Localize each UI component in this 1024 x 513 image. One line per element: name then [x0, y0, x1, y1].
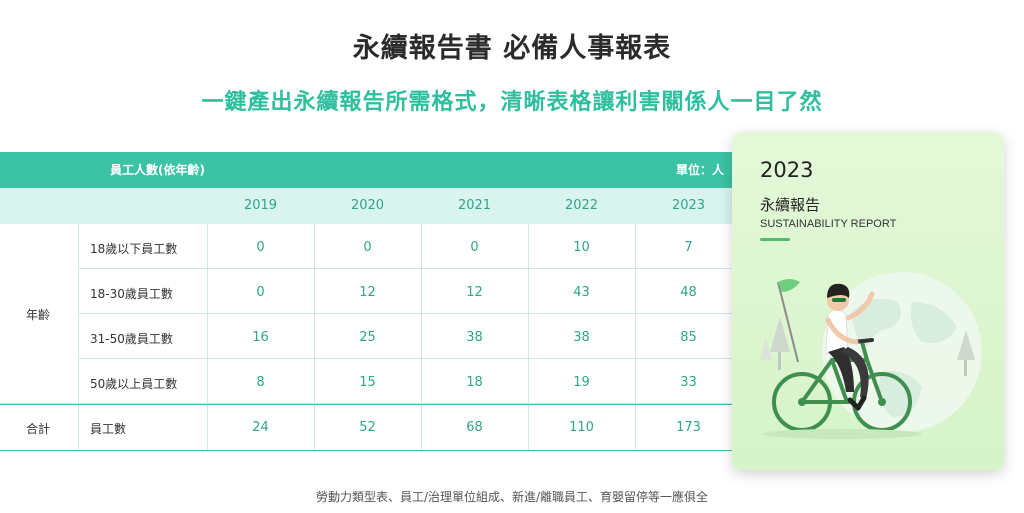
table-cell: 7: [684, 240, 693, 255]
column-divider: [207, 224, 208, 450]
table-cell: 18: [466, 375, 483, 390]
total-cell: 52: [359, 420, 376, 435]
column-divider: [78, 404, 79, 450]
table-cell: 12: [359, 285, 376, 300]
table-cell: 85: [680, 330, 697, 345]
column-divider: [635, 224, 636, 450]
year-header: 2021: [457, 198, 492, 213]
row-label: 18-30歲員工數: [90, 287, 173, 301]
row-label: 31-50歲員工數: [90, 332, 173, 346]
column-divider: [421, 224, 422, 450]
accent-dash: [760, 238, 790, 241]
table-cell: 16: [252, 330, 269, 345]
footer-note: 勞動力類型表、員工/治理單位組成、新進/離職員工、育嬰留停等一應俱全: [315, 490, 709, 504]
report-title-en: SUSTAINABILITY REPORT: [760, 218, 897, 230]
total-cell: 173: [676, 420, 701, 435]
table-row: [0, 359, 740, 404]
table-cell: 38: [466, 330, 483, 345]
table-cell: 0: [363, 240, 372, 255]
table-unit: 單位：人: [676, 163, 725, 177]
total-cell: 24: [252, 420, 269, 435]
table-cell: 12: [466, 285, 483, 300]
table-title: 員工人數(依年齡): [110, 163, 205, 177]
report-title-zh: 永續報告: [760, 196, 821, 214]
page-subtitle: 一鍵產出永續報告所需格式，清晰表格讓利害關係人一目了然: [201, 90, 823, 115]
table-cell: 0: [470, 240, 479, 255]
table-cell: 33: [680, 375, 697, 390]
year-header: 2022: [564, 198, 599, 213]
total-divider: [0, 404, 740, 405]
column-divider: [314, 224, 315, 450]
report-year: 2023: [760, 158, 814, 182]
column-divider: [528, 224, 529, 450]
table-row: [78, 224, 740, 269]
total-cell: 110: [569, 420, 594, 435]
year-header: 2020: [350, 198, 385, 213]
table-row: [78, 269, 740, 314]
total-cell: 68: [466, 420, 483, 435]
table-cell: 8: [256, 375, 265, 390]
table-cell: 0: [256, 285, 265, 300]
table-cell: 25: [359, 330, 376, 345]
total-group-label: 合計: [26, 422, 51, 436]
year-header-row: 2019 2020 2021 2022 2023: [0, 188, 740, 224]
table-cell: 43: [573, 285, 590, 300]
table-cell: 48: [680, 285, 697, 300]
year-header: 2019: [243, 198, 278, 213]
table-cell: 38: [573, 330, 590, 345]
column-divider: [78, 224, 79, 404]
table-cell: 19: [573, 375, 590, 390]
woman-cycling-globe-illustration: [760, 272, 982, 439]
table-header-bar: 員工人數(依年齡) 單位：人: [0, 152, 740, 188]
table-row: [78, 314, 740, 359]
table-cell: 10: [573, 240, 590, 255]
total-row-label: 員工數: [90, 422, 127, 436]
table-bottom-line: [0, 450, 740, 451]
row-label: 18歲以下員工數: [90, 242, 178, 256]
row-label: 50歲以上員工數: [90, 377, 178, 391]
group-label-age: 年齡: [26, 308, 51, 322]
year-header: 2023: [671, 198, 706, 213]
sustainability-report-card: 2023 永續報告 SUSTAINABILITY REPORT: [732, 132, 1004, 470]
table-cell: 15: [359, 375, 376, 390]
employee-age-table: 員工人數(依年齡) 單位：人 2019 2020 2021 2022 2023 …: [0, 152, 740, 452]
page-title: 永續報告書 必備人事報表: [352, 33, 672, 64]
table-cell: 0: [256, 240, 265, 255]
